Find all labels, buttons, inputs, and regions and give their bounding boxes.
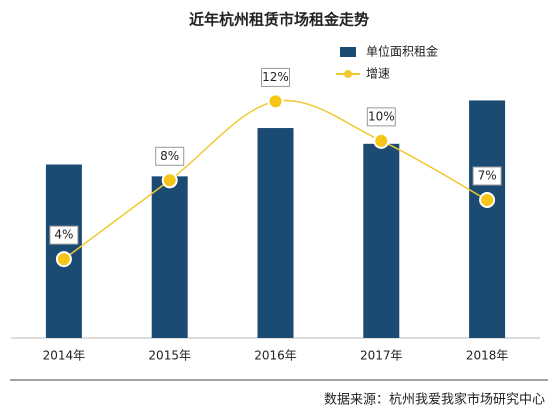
x-tick-label: 2016年 <box>254 349 297 363</box>
label-box <box>472 166 502 186</box>
value-label: 8% <box>160 149 179 163</box>
point <box>55 251 72 268</box>
legend-label: 增速 <box>366 67 390 81</box>
source: 数据来源：杭州我爱我家市场研究中心 <box>324 392 545 408</box>
x-tick-label: 2014年 <box>43 349 86 363</box>
legend-swatch <box>344 70 352 78</box>
label-box <box>49 225 79 245</box>
bar <box>257 128 294 338</box>
bar <box>363 143 400 338</box>
point <box>267 93 284 110</box>
chart-title: 近年杭州租赁市场租金走势 <box>189 11 369 29</box>
label-box <box>366 107 396 127</box>
x-tick-label: 2015年 <box>148 349 191 363</box>
value-label: 12% <box>262 70 289 84</box>
label-box <box>261 67 290 87</box>
value-label: 10% <box>368 109 395 123</box>
legend-swatch <box>340 47 356 57</box>
bar <box>469 100 506 338</box>
value-label: 7% <box>478 169 497 183</box>
point <box>161 172 178 189</box>
x-tick-label: 2018年 <box>466 349 509 363</box>
point <box>479 192 496 208</box>
value-label: 4% <box>54 228 73 242</box>
x-tick-label: 2017年 <box>360 349 403 363</box>
legend-label: 单位面积租金 <box>366 44 438 59</box>
label-box <box>155 146 185 166</box>
point <box>373 132 390 149</box>
bar <box>151 176 188 338</box>
